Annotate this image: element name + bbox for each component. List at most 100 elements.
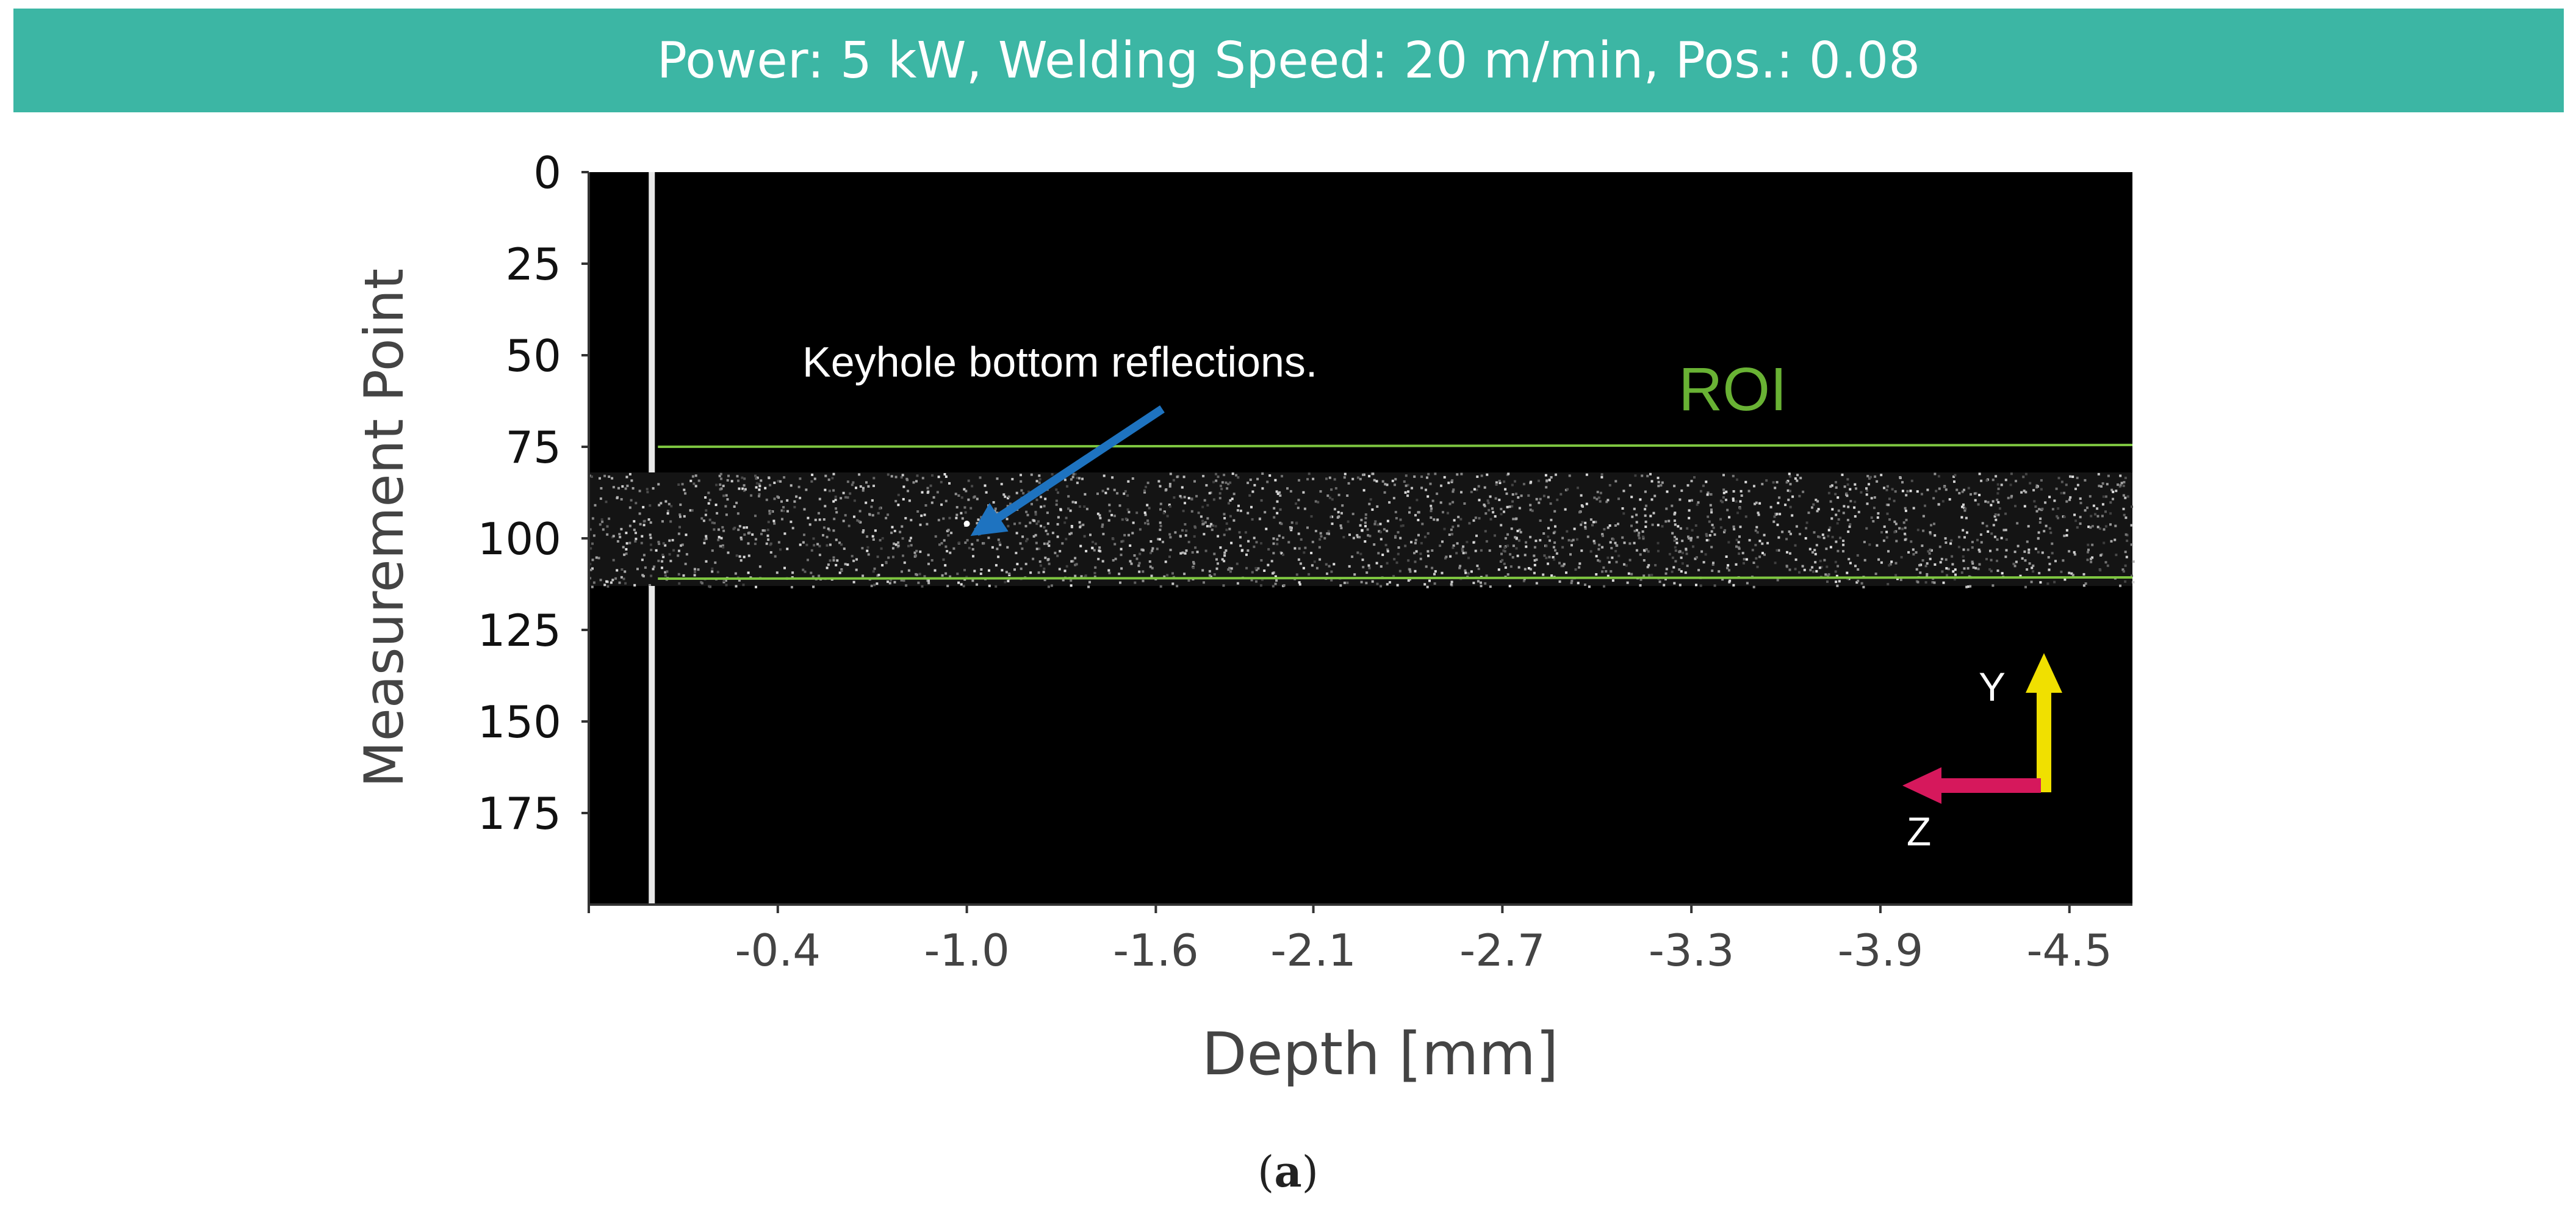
band-speckle xyxy=(1452,526,1455,529)
band-speckle xyxy=(1763,533,1766,537)
band-speckle xyxy=(2063,491,2066,494)
band-speckle xyxy=(1805,521,1808,524)
band-speckle xyxy=(1916,529,1919,532)
band-speckle xyxy=(890,531,893,534)
band-speckle xyxy=(2076,483,2079,486)
band-speckle xyxy=(1306,478,1309,481)
band-speckle xyxy=(1442,511,1444,514)
band-speckle xyxy=(1395,561,1398,564)
band-speckle xyxy=(832,500,835,503)
band-speckle xyxy=(1642,537,1645,540)
band-speckle xyxy=(1227,483,1230,485)
band-speckle xyxy=(987,504,990,507)
band-speckle xyxy=(780,509,783,512)
band-speckle xyxy=(1580,549,1583,552)
band-speckle xyxy=(1606,556,1610,559)
band-speckle xyxy=(1660,484,1663,487)
band-speckle xyxy=(1991,479,1995,482)
band-speckle xyxy=(1093,575,1096,578)
x-tick-label: -0.4 xyxy=(735,925,821,976)
band-speckle xyxy=(1719,518,1722,521)
band-speckle xyxy=(915,480,918,483)
band-speckle xyxy=(2060,480,2063,483)
band-speckle xyxy=(1480,585,1483,588)
band-speckle xyxy=(705,535,708,538)
band-speckle xyxy=(1159,529,1162,531)
band-speckle xyxy=(1615,560,1618,563)
band-speckle xyxy=(1777,536,1780,539)
band-speckle xyxy=(700,517,703,520)
band-speckle xyxy=(1364,525,1367,527)
band-speckle xyxy=(1684,571,1687,574)
band-speckle xyxy=(1680,570,1683,573)
band-speckle xyxy=(2076,526,2079,529)
band-speckle xyxy=(1149,552,1152,554)
band-speckle xyxy=(1835,481,1837,483)
band-speckle xyxy=(1788,530,1791,533)
band-speckle xyxy=(1996,538,1999,541)
band-speckle xyxy=(1333,478,1336,481)
band-speckle xyxy=(1758,555,1761,559)
band-speckle xyxy=(1555,473,1557,476)
band-speckle xyxy=(1674,546,1677,549)
band-speckle xyxy=(713,528,716,531)
band-speckle xyxy=(1503,510,1505,513)
band-speckle xyxy=(1808,548,1811,551)
band-speckle xyxy=(1356,476,1359,479)
band-speckle xyxy=(1255,541,1258,544)
band-speckle xyxy=(1746,582,1749,585)
band-speckle xyxy=(1297,532,1300,535)
band-speckle xyxy=(1488,549,1491,552)
band-speckle xyxy=(1606,526,1610,529)
band-speckle xyxy=(1427,472,1430,475)
band-speckle xyxy=(1081,477,1084,480)
band-speckle xyxy=(1998,507,2001,510)
band-speckle xyxy=(1761,542,1764,545)
band-speckle xyxy=(955,506,959,508)
band-speckle xyxy=(1529,568,1532,571)
band-speckle xyxy=(802,541,805,544)
band-speckle xyxy=(1344,472,1347,475)
band-speckle xyxy=(722,485,725,488)
band-speckle xyxy=(1386,562,1389,565)
band-speckle xyxy=(703,538,706,541)
band-speckle xyxy=(1445,555,1448,559)
band-speckle xyxy=(867,485,870,488)
band-speckle xyxy=(1499,560,1502,563)
band-speckle xyxy=(1843,505,1846,508)
band-speckle xyxy=(1937,475,1940,478)
band-speckle xyxy=(1275,579,1278,582)
band-speckle xyxy=(858,520,861,523)
band-speckle xyxy=(1268,474,1272,477)
band-speckle xyxy=(1710,508,1713,512)
band-speckle xyxy=(1101,525,1104,528)
band-speckle xyxy=(1739,526,1742,529)
band-speckle xyxy=(1247,512,1250,515)
band-speckle xyxy=(1848,525,1851,528)
band-speckle xyxy=(1524,554,1527,557)
band-speckle xyxy=(1280,522,1283,526)
band-speckle xyxy=(968,546,971,549)
band-speckle xyxy=(1371,580,1374,583)
band-speckle xyxy=(2049,531,2053,534)
band-speckle xyxy=(2091,543,2094,546)
band-speckle xyxy=(957,581,960,584)
band-speckle xyxy=(1159,521,1162,524)
band-speckle xyxy=(1732,490,1735,493)
band-speckle xyxy=(1868,483,1870,486)
band-speckle xyxy=(1533,559,1536,562)
band-speckle xyxy=(1328,496,1331,499)
band-speckle xyxy=(735,554,738,557)
band-speckle xyxy=(1337,493,1340,496)
band-speckle xyxy=(1686,527,1689,530)
band-speckle xyxy=(2087,551,2089,554)
band-speckle xyxy=(1038,478,1042,481)
band-speckle xyxy=(1130,562,1133,565)
band-speckle xyxy=(1685,548,1688,551)
band-speckle xyxy=(1727,564,1730,567)
band-speckle xyxy=(649,521,652,524)
band-speckle xyxy=(1564,488,1567,491)
band-speckle xyxy=(1004,580,1007,584)
band-speckle xyxy=(1488,508,1491,512)
